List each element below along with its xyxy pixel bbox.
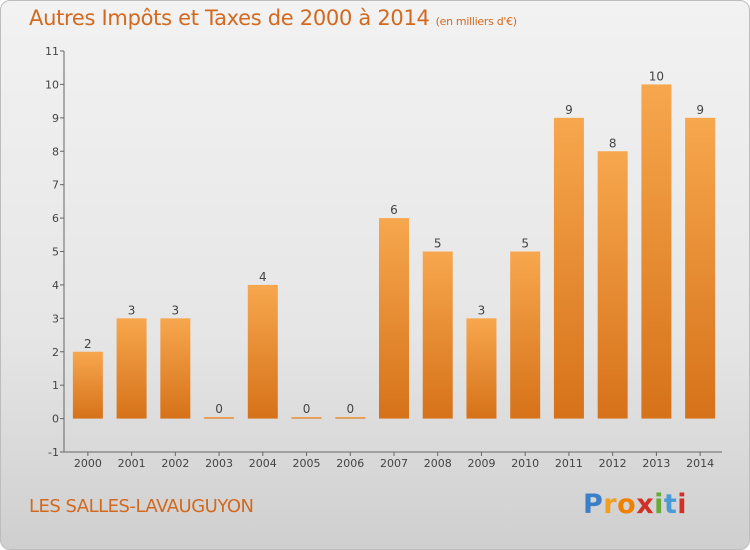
data-label-2005: 0	[303, 402, 311, 416]
bar-2013	[641, 84, 672, 419]
x-tick-label: 2001	[118, 457, 146, 470]
logo-letter: i	[677, 489, 688, 520]
y-tick-label: 5	[52, 246, 59, 259]
data-label-2007: 6	[390, 203, 398, 217]
y-tick-label: 9	[52, 112, 59, 125]
x-tick-label: 2014	[686, 457, 714, 470]
proxiti-logo: Proxiti	[583, 489, 687, 520]
x-tick-label: 2007	[380, 457, 408, 470]
data-label-2000: 2	[84, 337, 92, 351]
bar-2006	[335, 417, 366, 419]
data-label-2010: 5	[521, 237, 529, 251]
data-label-2004: 4	[259, 270, 267, 284]
bar-2001	[116, 318, 147, 419]
bar-2004	[247, 284, 278, 419]
x-tick-label: 2010	[511, 457, 539, 470]
y-tick-label: 7	[52, 179, 59, 192]
bar-2012	[597, 151, 628, 419]
bar-2011	[553, 117, 584, 419]
logo-letter: x	[636, 489, 655, 520]
chart-title-unit: (en milliers d'€)	[435, 15, 517, 28]
logo-letter: o	[617, 489, 637, 520]
data-label-2006: 0	[346, 402, 354, 416]
bar-2010	[510, 251, 541, 419]
x-tick-label: 2003	[205, 457, 233, 470]
bar-2000	[72, 351, 103, 419]
bar-2005	[291, 417, 322, 419]
x-tick-label: 2005	[293, 457, 321, 470]
x-axis: 2000 2001 2002 2003 2004 2005 2006 2007 2008 2009…	[74, 452, 714, 470]
x-tick-label: 2011	[555, 457, 583, 470]
chart-title-text: Autres Impôts et Taxes de 2000 à 2014	[29, 6, 430, 30]
logo-letter: P	[583, 489, 604, 520]
data-label-2009: 3	[478, 303, 486, 317]
x-tick-label: 2006	[336, 457, 364, 470]
bar-2009	[466, 318, 497, 419]
logo-letter: r	[603, 489, 618, 520]
x-tick-label: 2012	[599, 457, 627, 470]
bar-2014	[685, 117, 716, 419]
y-tick-label: 0	[52, 413, 59, 426]
y-tick-label: 4	[52, 279, 59, 292]
bars-group: 2 3 3 0 4 0 0 6 5 3 5 9 8 10 9	[72, 69, 716, 419]
data-label-2012: 8	[609, 136, 617, 150]
y-tick-label: -1	[48, 446, 59, 459]
y-tick-label: 6	[52, 212, 59, 225]
y-tick-label: 11	[45, 45, 59, 58]
y-tick-label: 3	[52, 312, 59, 325]
data-label-2011: 9	[565, 103, 573, 117]
bar-2007	[379, 218, 409, 419]
y-tick-label: 1	[52, 379, 59, 392]
x-tick-label: 2000	[74, 457, 102, 470]
y-tick-label: 2	[52, 346, 59, 359]
data-label-2008: 5	[434, 237, 442, 251]
city-name: LES SALLES-LAVAUGUYON	[29, 496, 254, 517]
y-tick-label: 10	[45, 78, 59, 91]
logo-letter: t	[663, 489, 678, 520]
x-tick-label: 2008	[424, 457, 452, 470]
bar-2008	[422, 251, 453, 419]
data-label-2013: 10	[649, 69, 664, 83]
chart-title: Autres Impôts et Taxes de 2000 à 2014 (en…	[29, 6, 517, 30]
x-tick-label: 2009	[467, 457, 495, 470]
data-label-2014: 9	[696, 103, 704, 117]
y-tick-label: 8	[52, 145, 59, 158]
data-label-2003: 0	[215, 402, 223, 416]
logo-letter: i	[654, 489, 664, 520]
data-label-2001: 3	[128, 303, 136, 317]
y-axis: -1 0 1 2 3 4 5 6 7 8 9 10 11	[45, 45, 64, 459]
bar-2002	[160, 318, 191, 419]
x-tick-label: 2013	[642, 457, 670, 470]
x-tick-label: 2004	[249, 457, 277, 470]
bar-2003	[204, 417, 235, 419]
x-tick-label: 2002	[161, 457, 189, 470]
data-label-2002: 3	[172, 303, 180, 317]
